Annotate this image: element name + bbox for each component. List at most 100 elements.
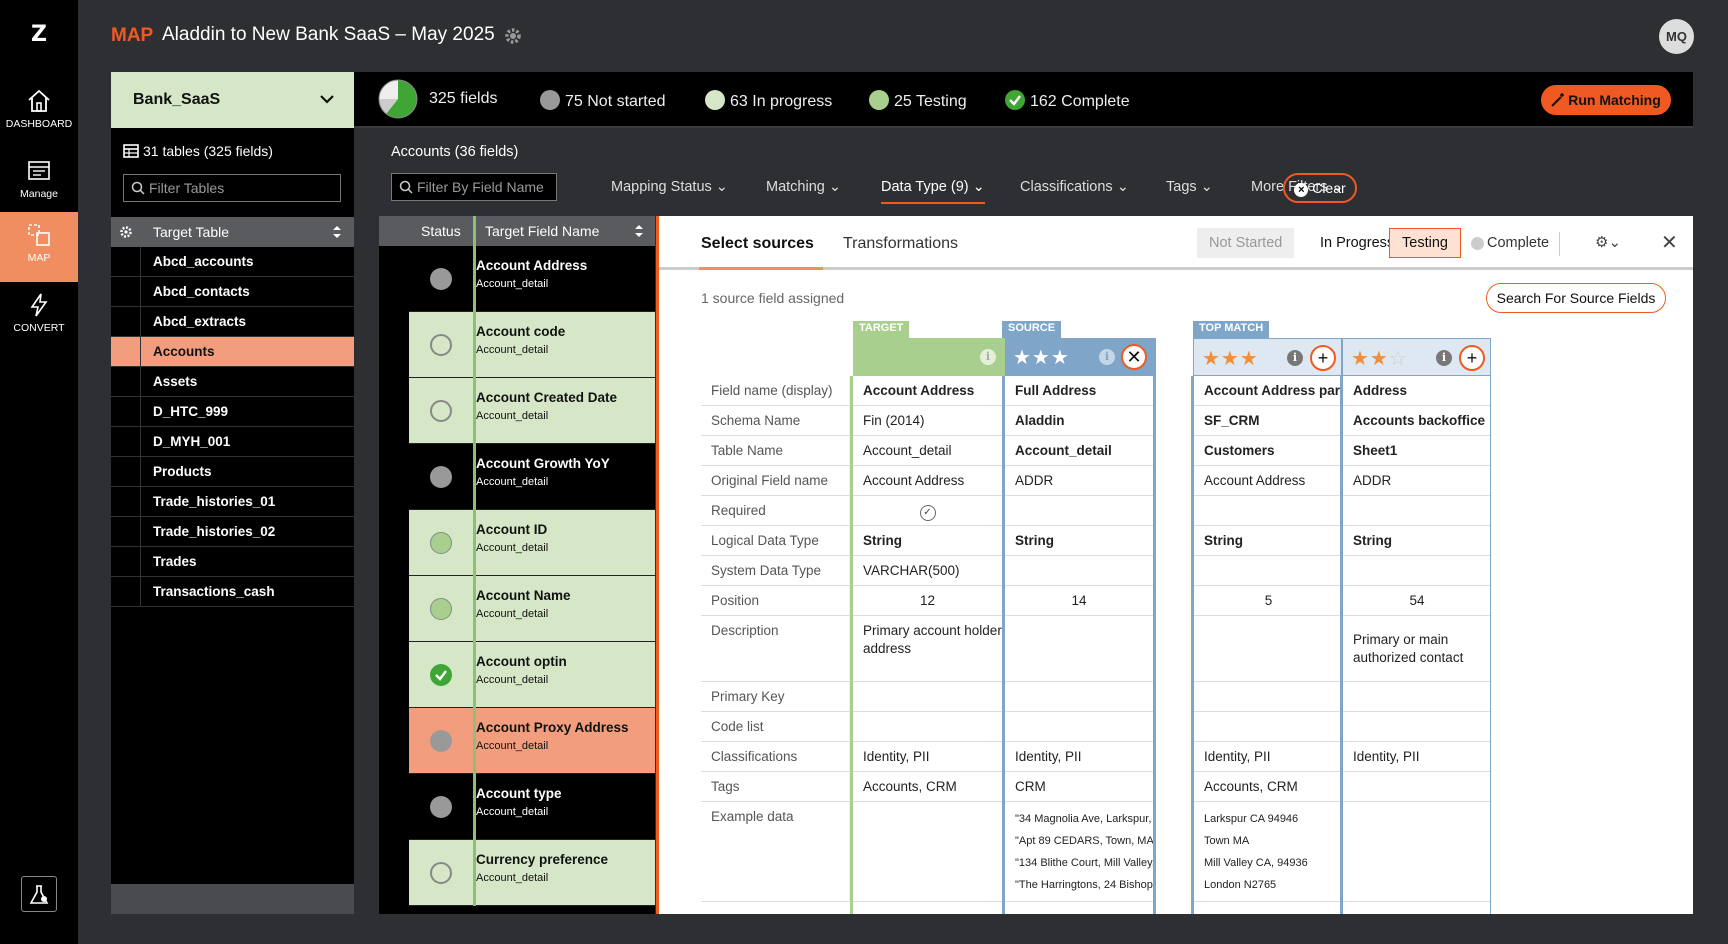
field-row[interactable]: Account Name Account_detail	[379, 576, 655, 642]
field-row[interactable]: Account Growth YoY Account_detail	[379, 444, 655, 510]
table-row[interactable]: Abcd_accounts	[111, 247, 354, 277]
table-row[interactable]: Trade_histories_01	[111, 487, 354, 517]
info-icon[interactable]: i	[1099, 349, 1115, 365]
tab-transformations[interactable]: Transformations	[843, 235, 958, 252]
lab-button[interactable]	[21, 876, 57, 912]
row-label-text: Original Field name	[711, 473, 829, 488]
field-row[interactable]: Account optin Account_detail	[379, 642, 655, 708]
row-gutter	[111, 247, 141, 276]
table-row[interactable]: Trade_histories_02	[111, 517, 354, 547]
match1-value: 5	[1264, 593, 1273, 608]
row-gutter	[379, 510, 409, 576]
table-row[interactable]: Abcd_extracts	[111, 307, 354, 337]
field-row[interactable]: Account code Account_detail	[379, 312, 655, 378]
add-match1-button[interactable]: +	[1310, 345, 1336, 371]
close-icon[interactable]: ✕	[1661, 232, 1678, 254]
table-row[interactable]: Transactions_cash	[111, 577, 354, 607]
status-dot	[430, 268, 452, 290]
search-source-fields-button[interactable]: Search For Source Fields	[1486, 283, 1666, 313]
bank-selector[interactable]: Bank_SaaS	[111, 72, 354, 128]
row-label-text: Table Name	[711, 443, 784, 458]
nav-convert[interactable]: CONVERT	[0, 282, 78, 352]
stat-in-progress: 63 In progress	[705, 90, 832, 111]
status-dot	[430, 664, 452, 686]
filter-bar: Accounts (36 fields) Filter By Field Nam…	[379, 128, 1693, 216]
chevron-down-icon: ⌄	[1331, 179, 1344, 195]
info-icon[interactable]: i	[1436, 350, 1452, 366]
panel-settings-icon[interactable]: ⚙⌄	[1595, 234, 1622, 251]
table-row-label: Accounts	[153, 344, 215, 359]
sort-icon[interactable]	[332, 225, 342, 239]
nav-manage-label: Manage	[20, 188, 58, 200]
column-divider	[473, 510, 476, 576]
table-row[interactable]: Assets	[111, 367, 354, 397]
info-icon[interactable]: i	[980, 349, 996, 365]
run-matching-button[interactable]: Run Matching	[1541, 85, 1671, 115]
nav-manage[interactable]: Manage	[0, 148, 78, 218]
data-type-filter[interactable]: Data Type (9) ⌄	[881, 179, 985, 204]
complete-dot	[1471, 237, 1484, 250]
row-label-text: Schema Name	[711, 413, 801, 428]
field-row[interactable]: Account Proxy Address Account_detail	[379, 708, 655, 774]
field-row[interactable]: Account ID Account_detail	[379, 510, 655, 576]
manage-icon	[28, 161, 50, 180]
match1-cell: Accounts, CRM	[1194, 772, 1343, 802]
status-column-header[interactable]: Status	[421, 223, 461, 239]
field-row[interactable]: Currency preference Account_detail	[379, 840, 655, 906]
sort-icon[interactable]	[634, 224, 644, 238]
source-right-separator	[1153, 376, 1156, 914]
status-cell	[409, 708, 473, 774]
mapping-status-filter[interactable]: Mapping Status ⌄	[611, 179, 728, 195]
field-row[interactable]: Account Address Account_detail	[379, 246, 655, 312]
column-settings-icon[interactable]	[119, 225, 133, 239]
table-row[interactable]: D_MYH_001	[111, 427, 354, 457]
tags-filter[interactable]: Tags ⌄	[1166, 179, 1213, 195]
filter-field-input[interactable]: Filter By Field Name	[391, 173, 557, 201]
info-icon[interactable]: i	[1287, 350, 1303, 366]
mapping-status-label: Mapping Status	[611, 179, 712, 195]
status-dot	[430, 598, 452, 620]
filter-tables-input[interactable]: Filter Tables	[123, 174, 341, 202]
source-value: String	[1015, 533, 1054, 548]
lightning-icon	[30, 293, 48, 317]
field-name-column-header[interactable]: Target Field Name	[485, 223, 600, 239]
match2-cell	[1343, 802, 1491, 902]
match2-value: Identity, PII	[1353, 749, 1420, 764]
classifications-filter[interactable]: Classifications ⌄	[1020, 179, 1129, 195]
column-divider	[473, 378, 476, 444]
match2-cell	[1343, 712, 1491, 742]
match2-cell	[1343, 496, 1491, 526]
nav-dashboard[interactable]: DASHBOARD	[0, 78, 78, 148]
row-gutter	[111, 517, 141, 546]
target-tag: TARGET	[853, 321, 910, 338]
table-row[interactable]: Trades	[111, 547, 354, 577]
clear-filters-button[interactable]: × Clear	[1283, 173, 1357, 203]
status-testing[interactable]: Testing	[1389, 228, 1461, 258]
table-row[interactable]: Accounts	[111, 337, 354, 367]
tab-select-sources[interactable]: Select sources	[701, 235, 814, 252]
add-match2-button[interactable]: +	[1459, 345, 1485, 371]
field-table: Account_detail	[476, 608, 549, 620]
app-logo: Z	[31, 22, 47, 47]
nav-map[interactable]: MAP	[0, 212, 78, 282]
table-row[interactable]: D_HTC_999	[111, 397, 354, 427]
field-row[interactable]: Account Created Date Account_detail	[379, 378, 655, 444]
table-row-label: Abcd_accounts	[153, 254, 254, 269]
match1-cell: Account Address part	[1194, 376, 1343, 406]
field-name: Account type	[476, 786, 562, 801]
user-avatar[interactable]: MQ	[1659, 19, 1694, 54]
field-row[interactable]: Account type Account_detail	[379, 774, 655, 840]
status-complete[interactable]: Complete	[1459, 228, 1561, 258]
target-table-header[interactable]: Target Table	[111, 217, 354, 247]
settings-gear-icon[interactable]	[503, 26, 523, 46]
row-gutter	[379, 708, 409, 774]
chevron-down-icon	[320, 95, 334, 104]
status-not-started[interactable]: Not Started	[1197, 228, 1295, 258]
status-in-progress[interactable]: In Progress	[1320, 235, 1395, 251]
table-row[interactable]: Products	[111, 457, 354, 487]
matching-filter[interactable]: Matching ⌄	[766, 179, 841, 195]
remove-source-button[interactable]: ✕	[1121, 344, 1147, 370]
field-name: Account Address	[476, 258, 588, 273]
row-label: Primary Key	[701, 682, 850, 712]
table-row[interactable]: Abcd_contacts	[111, 277, 354, 307]
